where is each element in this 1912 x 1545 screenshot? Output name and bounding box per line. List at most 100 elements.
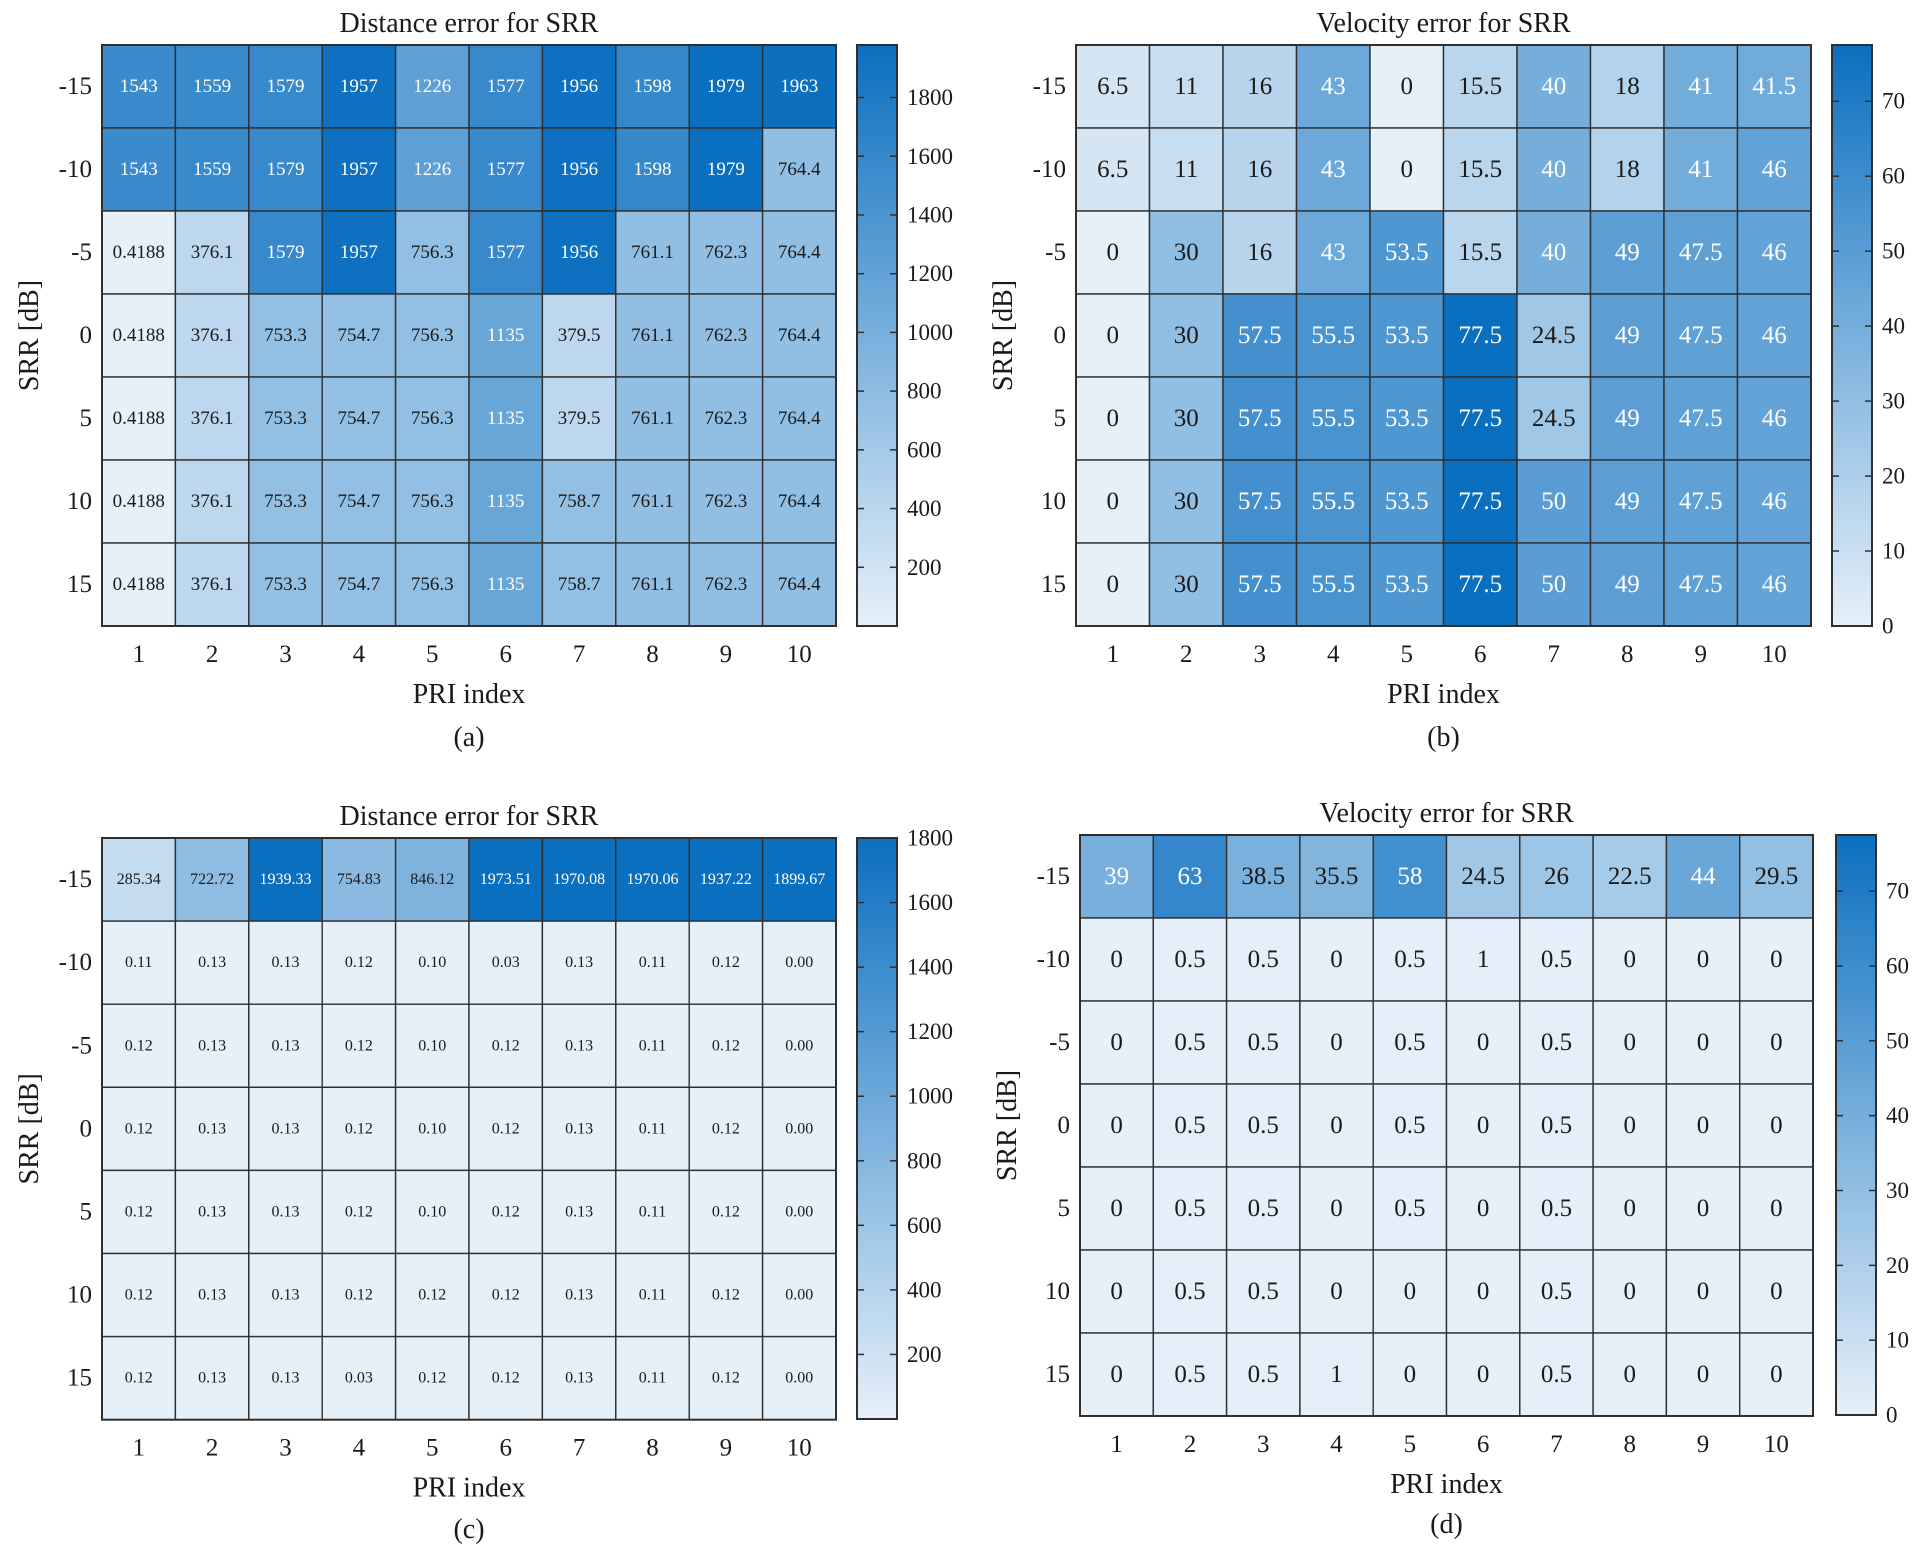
heatmap-cell [468, 1252, 544, 1338]
heatmap-cell [1079, 1166, 1155, 1251]
heatmap-cell [101, 1086, 177, 1172]
heatmap-cell [1295, 44, 1371, 129]
colorbar-tick-label: 600 [907, 1213, 942, 1238]
heatmap-cell [1225, 1249, 1301, 1334]
cell-value: 30 [1174, 488, 1199, 515]
heatmap-cell [1519, 1166, 1594, 1251]
cell-value: 0.13 [198, 1370, 226, 1387]
cell-value: 0.03 [345, 1370, 373, 1387]
cell-value: 0.12 [712, 1203, 740, 1220]
cell-value: 754.83 [337, 871, 381, 888]
heatmap-cell [174, 376, 250, 461]
cell-value: 53.5 [1385, 488, 1429, 515]
heatmap-cell [321, 1003, 397, 1089]
heatmap-cell [1516, 542, 1592, 627]
cell-value: 0 [1330, 1195, 1343, 1222]
heatmap-cell [688, 127, 764, 212]
x-tick-label: 7 [573, 641, 586, 668]
cell-value: 1 [1477, 946, 1490, 973]
x-tick-label: 6 [499, 641, 512, 668]
heatmap-cell [101, 459, 177, 544]
colorbar-tick-label: 70 [1886, 879, 1909, 904]
cell-value: 0 [1330, 946, 1343, 973]
heatmap-cell [761, 1169, 837, 1255]
x-tick-label: 1 [1107, 641, 1120, 668]
cell-value: 35.5 [1315, 863, 1359, 890]
heatmap-cell [174, 127, 250, 212]
cell-value: 756.3 [411, 491, 454, 512]
colorbar-tick-label: 10 [1886, 1328, 1909, 1353]
heatmap-cell [541, 127, 617, 212]
cell-value: 376.1 [191, 408, 234, 429]
heatmap-cell [541, 542, 617, 627]
heatmap-cell [761, 542, 837, 627]
colorbar-tick-label: 200 [907, 555, 942, 580]
heatmap-cell [615, 1252, 690, 1338]
x-axis-label: PRI index [413, 1473, 526, 1504]
cell-value: 0.12 [125, 1037, 153, 1054]
colorbar-tick-label: 30 [1882, 389, 1905, 414]
heatmap-border [1075, 44, 1812, 627]
cell-value: 1579 [267, 242, 305, 263]
cell-value: 55.5 [1311, 571, 1355, 598]
cell-value: 0.11 [639, 1370, 666, 1387]
cell-value: 0.10 [418, 1203, 446, 1220]
panel-label: (d) [1430, 1509, 1463, 1540]
cell-value: 1939.33 [260, 871, 312, 888]
heatmap-cell [1589, 376, 1665, 461]
cell-value: 6.5 [1097, 73, 1128, 100]
heatmap-cell [615, 210, 690, 295]
cell-value: 722.72 [190, 871, 234, 888]
heatmap-cell [1372, 917, 1448, 1002]
cell-value: 1956 [560, 76, 598, 97]
colorbar-tick-label: 30 [1886, 1178, 1909, 1203]
cell-value: 44 [1691, 863, 1717, 890]
y-tick-label: -10 [59, 156, 92, 183]
heatmap-cell [248, 376, 323, 461]
cell-value: 57.5 [1238, 322, 1282, 349]
heatmap-cell [1369, 44, 1445, 129]
heatmap-cell [615, 837, 690, 922]
cell-value: 0 [1697, 1361, 1710, 1388]
cell-value: 0 [1697, 1195, 1710, 1222]
cell-value: 379.5 [558, 408, 601, 429]
heatmap-cell [688, 1086, 764, 1172]
heatmap-cell [1663, 459, 1739, 544]
heatmap-cell [1738, 1083, 1814, 1168]
y-tick-label: -15 [59, 73, 92, 100]
x-tick-label: 7 [1548, 641, 1561, 668]
panel-label: (b) [1427, 722, 1460, 753]
cell-value: 0 [1770, 1112, 1783, 1139]
y-tick-label: 10 [1045, 1278, 1070, 1305]
heatmap-cell [468, 542, 544, 627]
colorbar-tick-label: 1800 [907, 85, 953, 110]
cell-value: 1135 [487, 491, 524, 512]
y-axis-label: SRR [dB] [14, 1073, 45, 1184]
cell-value: 1577 [487, 159, 525, 180]
x-tick-label: 9 [1697, 1431, 1710, 1458]
cell-value: 16 [1247, 239, 1272, 266]
heatmap-cell [1222, 210, 1298, 295]
x-tick-label: 9 [1695, 641, 1708, 668]
cell-value: 0.13 [565, 1037, 593, 1054]
colorbar-tick-label: 40 [1886, 1103, 1909, 1128]
y-tick-label: 15 [1041, 571, 1066, 598]
y-tick-label: 10 [67, 488, 92, 515]
cell-value: 0 [1624, 1361, 1637, 1388]
cell-value: 16 [1247, 73, 1272, 100]
heatmap-cell [1148, 127, 1224, 212]
heatmap-cell [688, 837, 764, 922]
y-tick-label: 15 [67, 1365, 92, 1392]
cell-value: 0.00 [785, 1287, 813, 1304]
cell-value: 1577 [487, 76, 525, 97]
cell-value: 756.3 [411, 408, 454, 429]
cell-value: 77.5 [1458, 405, 1502, 432]
colorbar-tick-label: 1400 [907, 955, 953, 980]
cell-value: 761.1 [631, 325, 674, 346]
heatmap-cell [1589, 210, 1665, 295]
colorbar-tick-label: 70 [1882, 89, 1905, 114]
heatmap-cell [394, 376, 470, 461]
heatmap-cell [688, 1169, 764, 1255]
cell-value: 0.12 [492, 1037, 520, 1054]
heatmap-cell [761, 1003, 837, 1089]
